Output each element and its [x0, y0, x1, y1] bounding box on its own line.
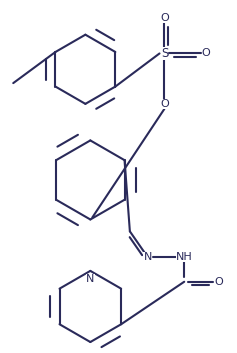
Text: O: O — [160, 99, 169, 109]
Text: O: O — [160, 13, 169, 23]
Text: O: O — [214, 277, 223, 287]
Text: NH: NH — [176, 252, 193, 262]
Text: N: N — [143, 252, 152, 262]
Text: N: N — [86, 274, 95, 284]
Text: O: O — [202, 48, 210, 59]
Text: S: S — [161, 47, 168, 60]
